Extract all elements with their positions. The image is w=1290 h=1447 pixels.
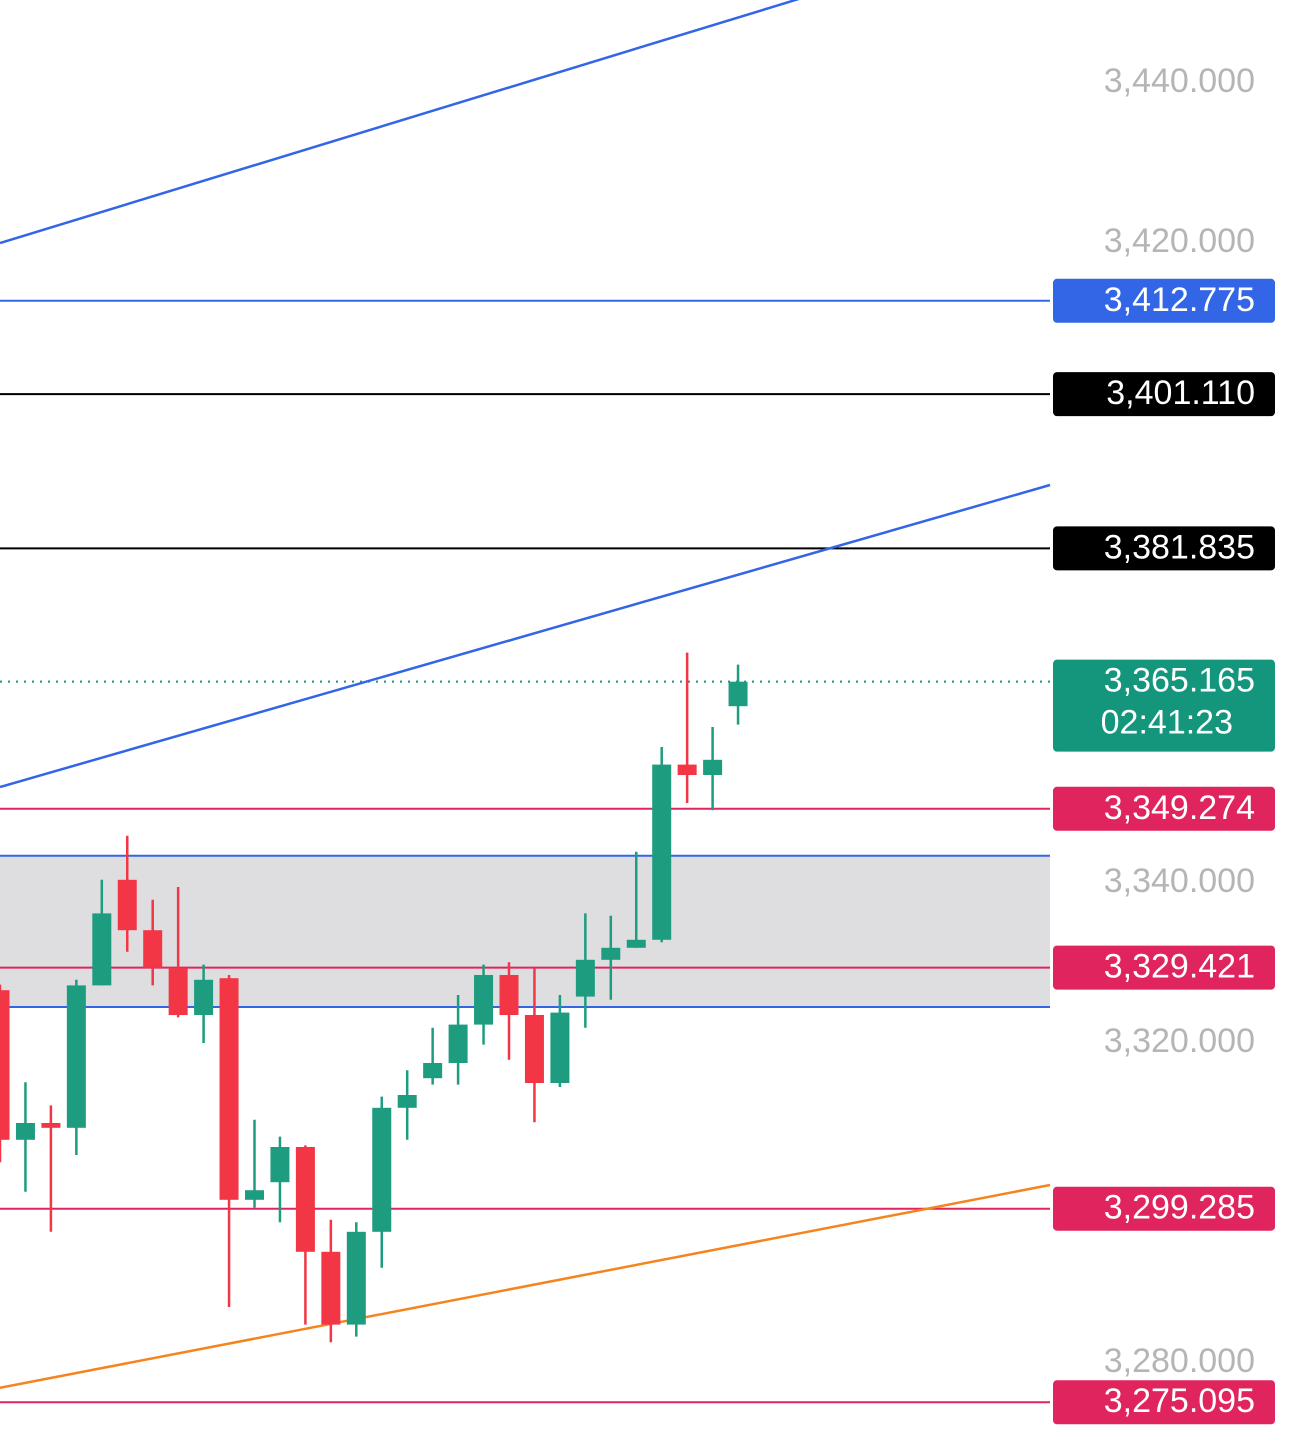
candle-body — [168, 967, 188, 1015]
y-tick-label: 3,340.000 — [1104, 862, 1255, 900]
price-label-box — [1053, 278, 1275, 323]
price-label-box — [1053, 659, 1275, 752]
trendline — [0, 483, 1051, 789]
candle-body — [703, 759, 723, 775]
price-label-box — [1053, 945, 1275, 990]
candle-body — [677, 764, 697, 775]
candle-body — [524, 1015, 544, 1083]
candle-body — [270, 1147, 290, 1183]
candle-body — [372, 1107, 392, 1232]
candle-body — [143, 930, 163, 968]
price-label-box — [1053, 786, 1275, 831]
price-label: 3,365.165 — [1104, 662, 1255, 700]
candle-body — [448, 1024, 468, 1063]
price-label-box — [1053, 372, 1275, 417]
candle-body — [41, 1123, 61, 1128]
candle-body — [219, 978, 239, 1200]
candle-body — [575, 959, 595, 997]
candle-body — [626, 939, 646, 948]
price-label: 3,349.274 — [1104, 789, 1255, 827]
candle-body — [321, 1251, 341, 1325]
candle-body — [499, 975, 519, 1015]
countdown-label: 02:41:23 — [1101, 704, 1233, 742]
candle-body — [194, 979, 214, 1015]
price-label-box — [1053, 1186, 1275, 1231]
candle-body — [397, 1095, 417, 1108]
candle-body — [423, 1063, 443, 1079]
y-tick-label: 3,420.000 — [1104, 222, 1255, 260]
y-tick-label: 3,320.000 — [1104, 1022, 1255, 1060]
candle-body — [15, 1123, 35, 1140]
price-label: 3,329.421 — [1104, 948, 1255, 986]
price-label: 3,299.285 — [1104, 1189, 1255, 1227]
trendline — [0, 0, 800, 245]
candle-body — [652, 764, 672, 940]
candle-body — [295, 1147, 315, 1252]
candle-body — [245, 1190, 264, 1200]
candle-body — [117, 879, 137, 931]
price-label: 3,412.775 — [1104, 281, 1255, 319]
candle-body — [66, 985, 86, 1128]
candle-body — [474, 975, 494, 1025]
y-tick-label: 3,440.000 — [1104, 62, 1255, 100]
candle-body — [601, 947, 621, 960]
candle-body — [92, 913, 112, 986]
candle-body — [0, 990, 10, 1140]
price-label: 3,275.095 — [1104, 1382, 1255, 1420]
candle-body — [728, 681, 748, 707]
trendline — [0, 1183, 1051, 1390]
price-label: 3,401.110 — [1106, 374, 1255, 412]
candle-body — [346, 1231, 366, 1325]
candle-body — [550, 1012, 570, 1083]
price-label-box — [1053, 526, 1275, 571]
y-tick-label: 3,280.000 — [1104, 1342, 1255, 1380]
price-label-box — [1053, 1380, 1275, 1425]
price-label: 3,381.835 — [1104, 528, 1255, 566]
